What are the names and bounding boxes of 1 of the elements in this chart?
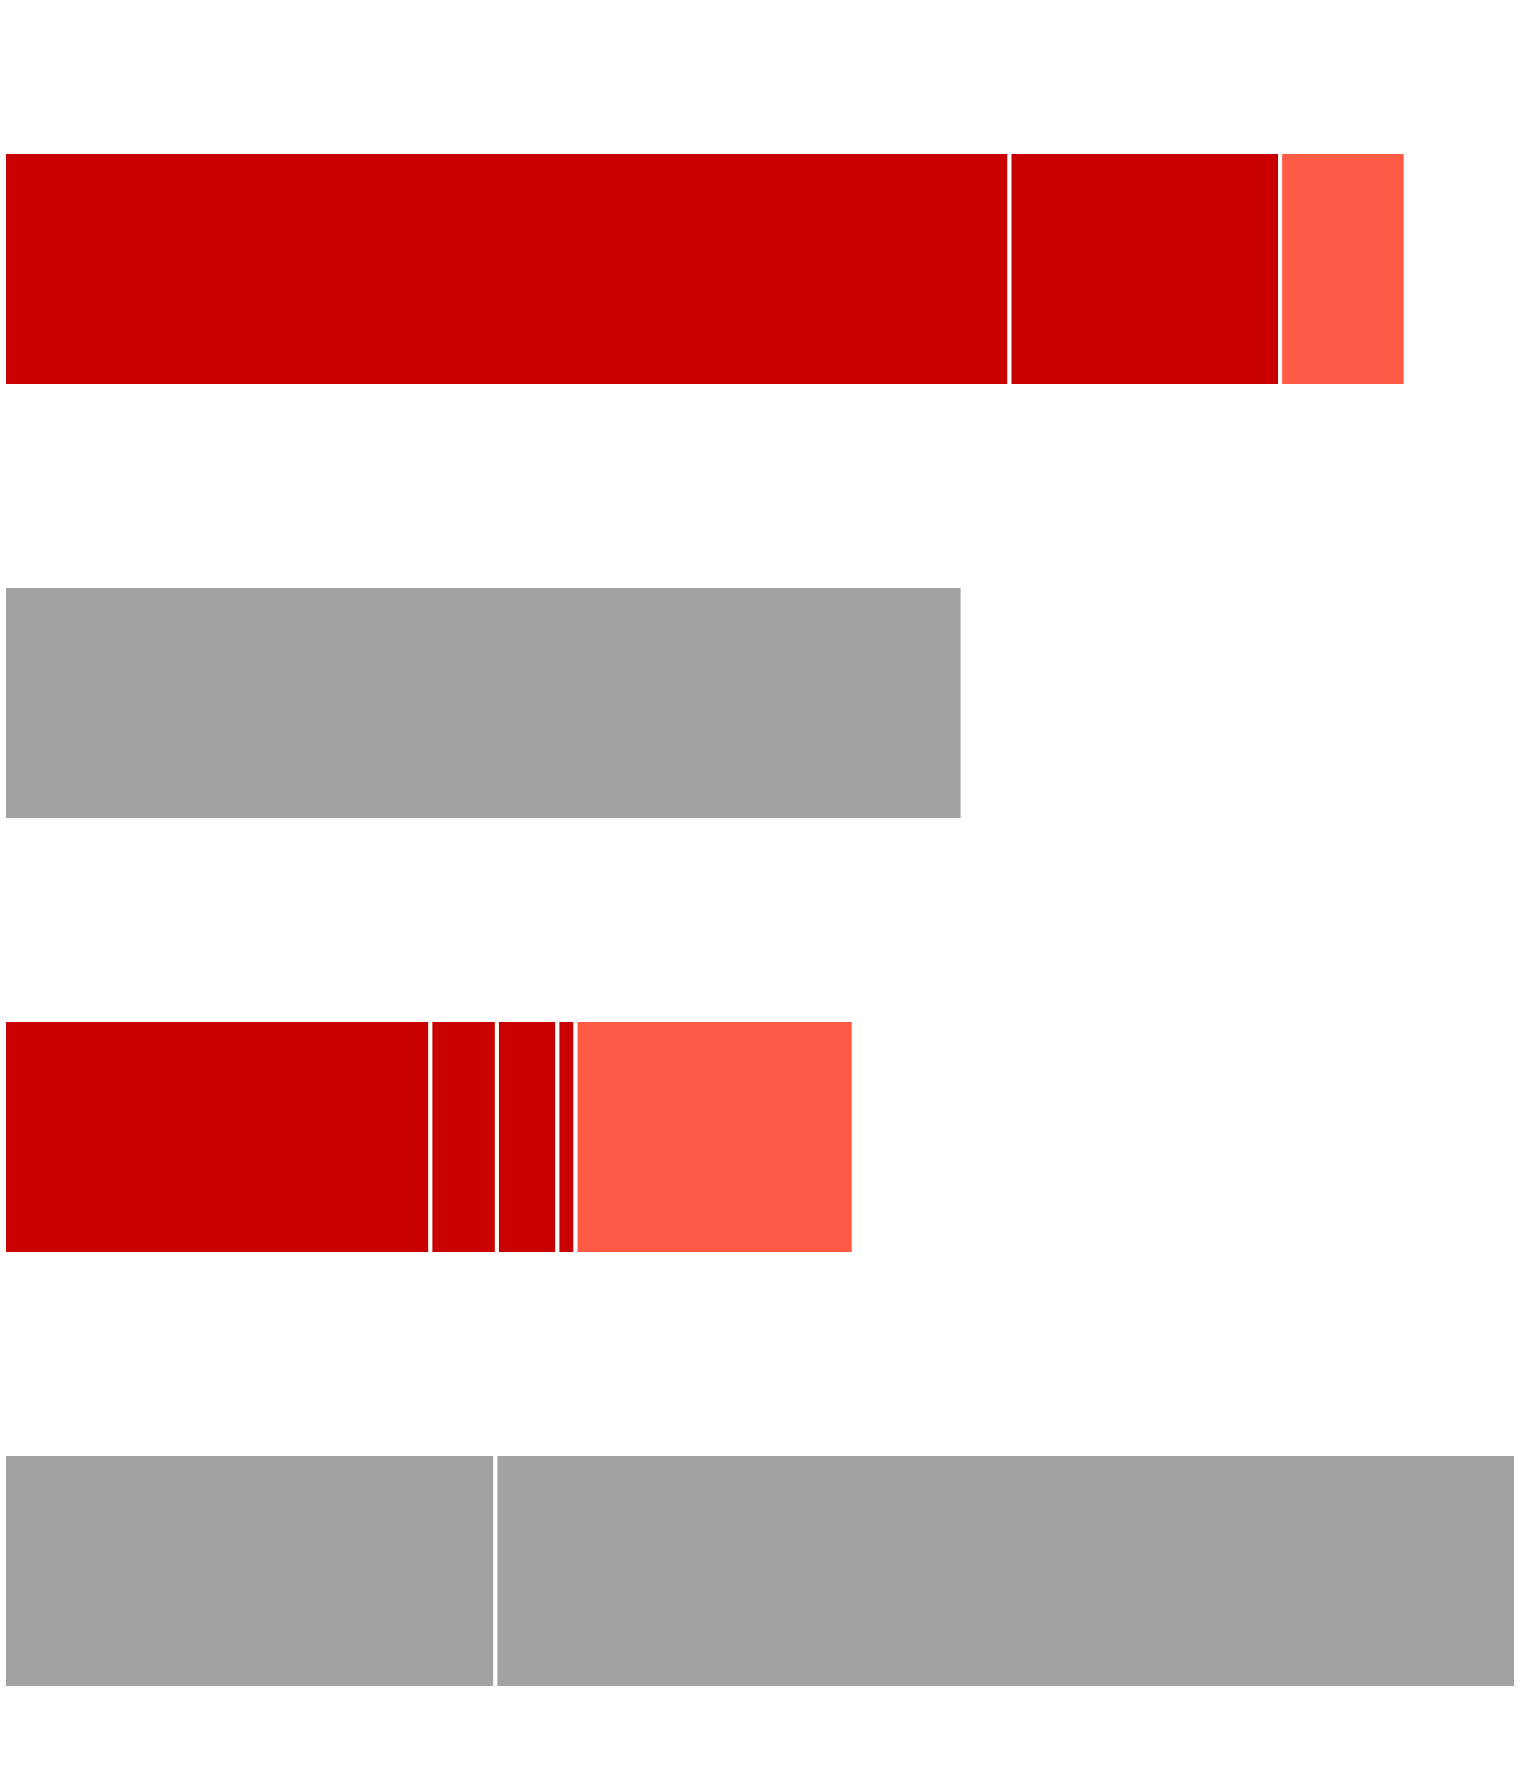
bar	[4, 584, 965, 822]
